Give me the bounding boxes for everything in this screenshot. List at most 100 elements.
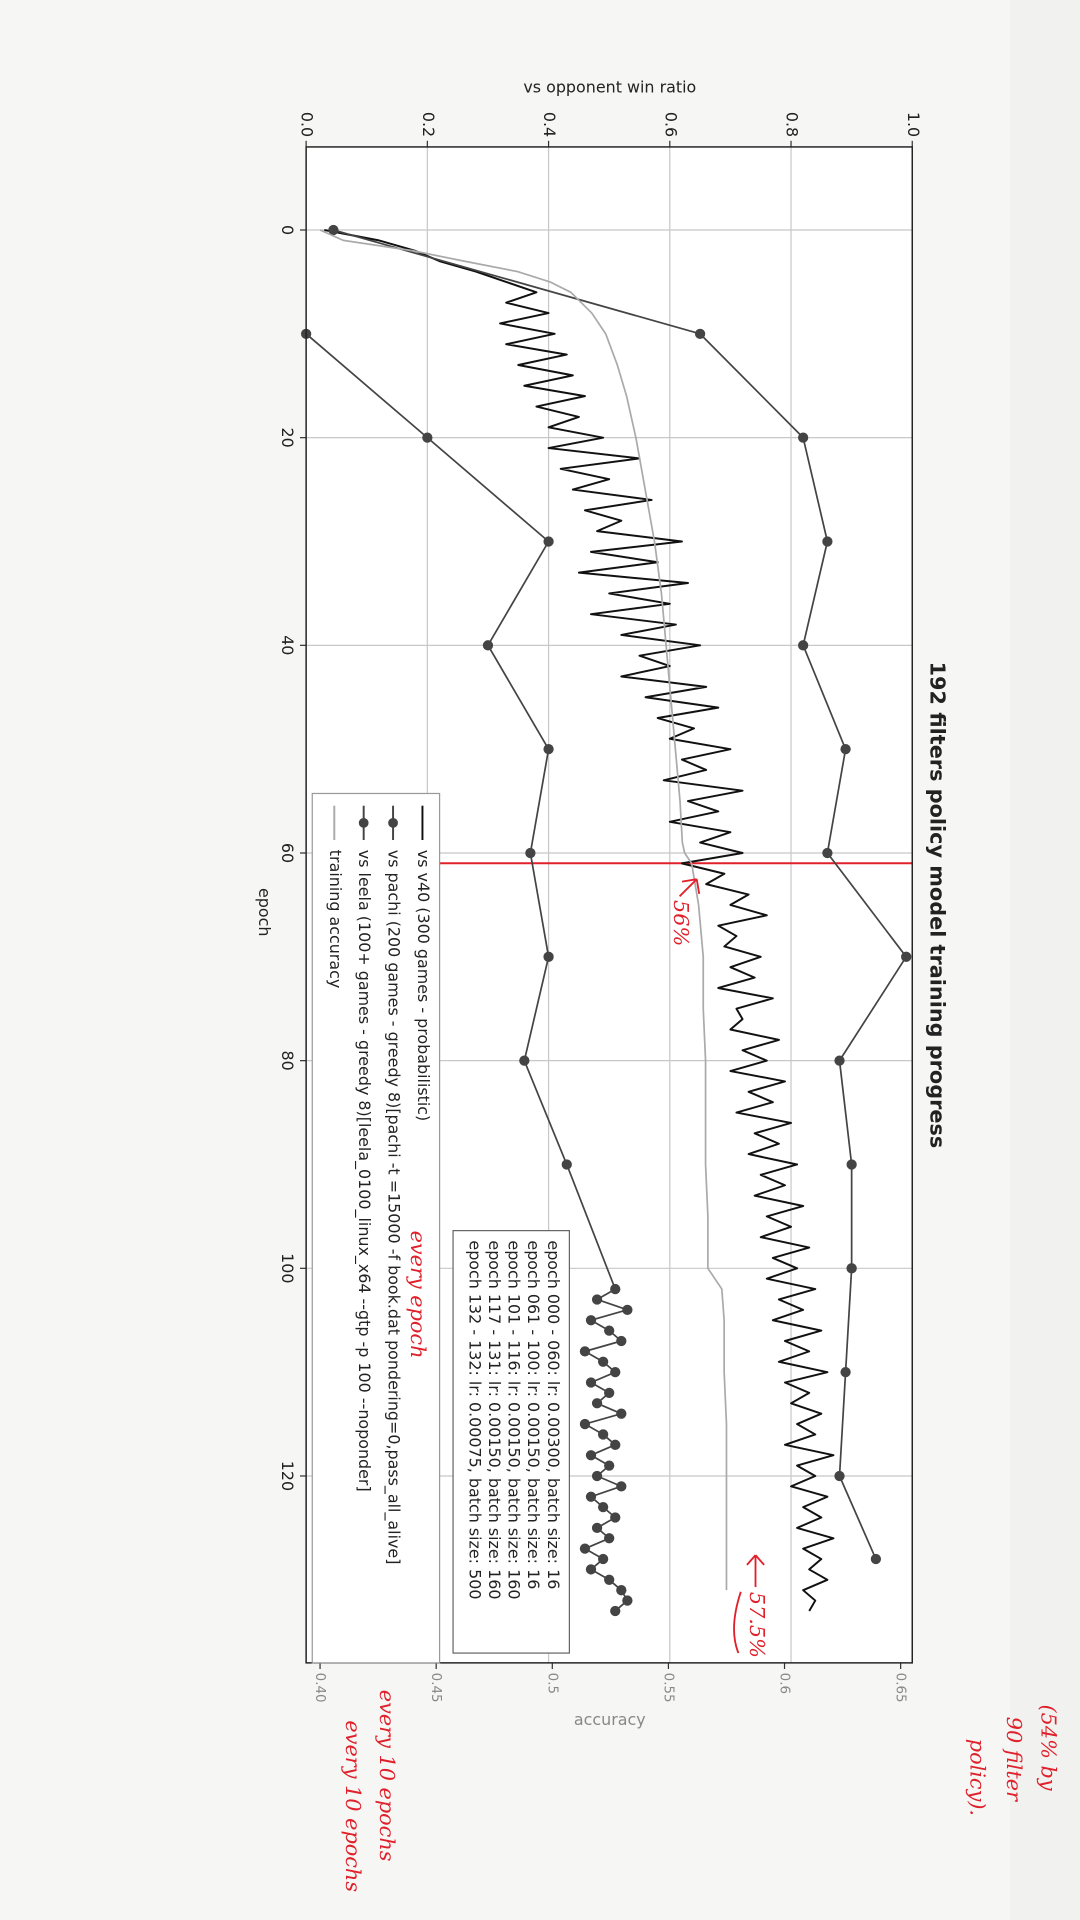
series-marker [616, 1408, 627, 1419]
series-marker [591, 1294, 603, 1305]
legend-label: vs v40 (300 games - probabilistic) [414, 850, 433, 1121]
series-marker [585, 1564, 597, 1575]
series-marker [422, 432, 433, 443]
series-marker [622, 1304, 633, 1315]
series-marker [519, 1055, 530, 1066]
series-line [319, 229, 728, 1591]
series-marker [591, 1522, 603, 1534]
series-marker [604, 1574, 615, 1585]
y2-tick-label: 0.5 [544, 1673, 559, 1694]
series-marker [591, 1398, 603, 1409]
annotation: every 10 epochs [341, 1720, 365, 1892]
x-tick-label: 100 [278, 1253, 297, 1283]
y-tick-label: 0.8 [783, 112, 802, 137]
y2-axis-label: accuracy [574, 1710, 646, 1729]
legend-label: vs leela (100+ games - greedy 8)[leela_0… [354, 850, 374, 1492]
series-marker [846, 1159, 857, 1170]
annotation: 57.5% [745, 1592, 769, 1658]
y-tick-label: 0.0 [298, 112, 317, 137]
y-tick-label: 1.0 [904, 112, 923, 137]
series-marker [610, 1605, 621, 1617]
series-marker [616, 1585, 627, 1596]
y2-tick-label: 0.55 [660, 1673, 675, 1703]
series-marker [585, 1377, 597, 1388]
series-marker [604, 1460, 615, 1471]
series-marker [798, 640, 809, 651]
annotation: 56% [669, 900, 693, 946]
legend-marker [358, 817, 369, 828]
series-marker [840, 744, 851, 755]
series-marker [597, 1429, 609, 1440]
photo-frame: 192 filters policy model training progre… [255, 78, 1061, 1892]
series-marker [901, 951, 912, 962]
series-marker [597, 1553, 609, 1565]
annotation: 90 filter [1002, 1717, 1026, 1802]
x-tick-label: 80 [278, 1051, 297, 1071]
series-marker [585, 1450, 597, 1461]
series-marker [482, 640, 494, 651]
series-marker [610, 1439, 621, 1450]
series-marker [870, 1553, 882, 1565]
y-tick-label: 0.4 [540, 112, 559, 137]
lr-line: epoch 061 - 100: lr: 0.00150, batch size… [524, 1240, 543, 1589]
series-marker [610, 1283, 621, 1295]
series-marker [328, 224, 339, 236]
legend-label: training accuracy [326, 850, 345, 988]
series-marker [834, 1470, 845, 1482]
series-marker [604, 1387, 615, 1399]
annotation: every 10 epochs [375, 1690, 399, 1862]
series-marker [822, 536, 833, 547]
series-marker [585, 1315, 597, 1326]
series-marker [543, 536, 554, 547]
series-marker [585, 1491, 597, 1502]
series-marker [597, 1356, 609, 1367]
series-marker [543, 744, 554, 755]
lr-line: epoch 101 - 116: lr: 0.00150, batch size… [505, 1240, 524, 1599]
lr-line: epoch 000 - 060: lr: 0.00300, batch size… [544, 1240, 563, 1589]
series-line [324, 229, 835, 1612]
rotated-chart: 192 filters policy model training progre… [255, 78, 1061, 1892]
chart-title: 192 filters policy model training progre… [926, 662, 950, 1149]
annotation-arrow [678, 878, 701, 897]
series-marker [579, 1346, 591, 1357]
y-tick-label: 0.6 [661, 112, 680, 137]
series-marker [525, 847, 536, 859]
annotation: every epoch [406, 1231, 430, 1359]
lr-line: epoch 117 - 131: lr: 0.00150, batch size… [485, 1240, 504, 1599]
series-marker [561, 1159, 572, 1170]
y2-tick-label: 0.6 [777, 1673, 792, 1694]
series-marker [604, 1325, 615, 1336]
series-marker [840, 1367, 851, 1378]
series-marker [694, 328, 706, 339]
series-marker [616, 1481, 627, 1492]
series-marker [591, 1470, 603, 1482]
series-line [333, 229, 908, 1560]
series-marker [610, 1367, 621, 1378]
annotation-underline [733, 1591, 742, 1654]
x-tick-label: 120 [278, 1461, 297, 1491]
lr-box [452, 1230, 571, 1654]
x-tick-label: 20 [278, 428, 297, 448]
series-marker [610, 1512, 621, 1523]
series-marker [579, 1543, 591, 1554]
lr-line: epoch 132 - 132: lr: 0.00075, batch size… [465, 1240, 484, 1599]
series-marker [604, 1533, 615, 1544]
annotation: policy). [965, 1739, 989, 1816]
legend-box [311, 792, 441, 1664]
series-marker [798, 432, 809, 443]
x-tick-label: 40 [278, 635, 297, 655]
series-marker [616, 1335, 627, 1347]
x-tick-label: 60 [278, 843, 297, 863]
x-axis-label: epoch [255, 888, 274, 936]
y2-tick-label: 0.40 [312, 1673, 327, 1703]
series-marker [822, 847, 833, 859]
plot-frame [305, 146, 913, 1664]
series-marker [622, 1595, 633, 1606]
legend-marker [388, 817, 398, 828]
y-axis-label: vs opponent win ratio [523, 78, 696, 97]
y2-tick-label: 0.45 [428, 1673, 443, 1703]
y-tick-label: 0.2 [419, 112, 438, 137]
series-marker [846, 1263, 857, 1274]
